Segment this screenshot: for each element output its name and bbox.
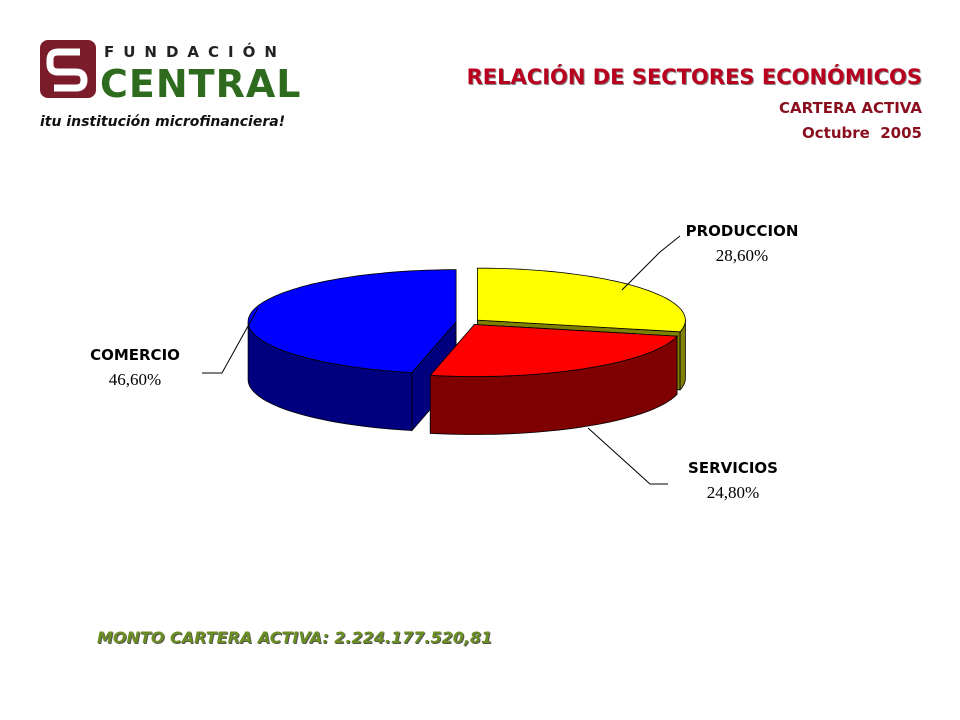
leader-line	[587, 427, 668, 485]
slice	[476, 267, 686, 333]
slice	[247, 269, 457, 373]
chart-note: MONTO CARTERA ACTIVA: 2.224.177.520,81	[97, 628, 492, 647]
leader-line	[621, 235, 681, 291]
chart-title: RELACIÓN DE SECTORES ECONÓMICOS	[467, 64, 922, 89]
value-label: 24,80%	[707, 483, 759, 502]
chart-period: Octubre 2005	[802, 124, 922, 142]
logo-tagline: itu institución microfinanciera!	[40, 114, 285, 130]
chart-subtitle: CARTERA ACTIVA	[779, 99, 922, 117]
pie: PRODUCCION 28,60% SERVICIOS 24,80% COMERCIO 4…	[90, 222, 798, 502]
logo: FUNDACIÓN CENTRAL itu institución microf…	[40, 40, 301, 130]
logo-s	[46, 48, 88, 92]
slice	[429, 324, 679, 377]
slice-label: SERVICIOS	[688, 459, 778, 477]
value-label: 28,60%	[716, 246, 768, 265]
value-label: 46,60%	[109, 370, 161, 389]
logo-name: CENTRAL	[100, 62, 301, 106]
leader-line	[202, 307, 259, 374]
slice-label: PRODUCCION	[686, 222, 799, 240]
logo-kicker: FUNDACIÓN	[104, 42, 286, 61]
slice-label: COMERCIO	[90, 346, 180, 364]
